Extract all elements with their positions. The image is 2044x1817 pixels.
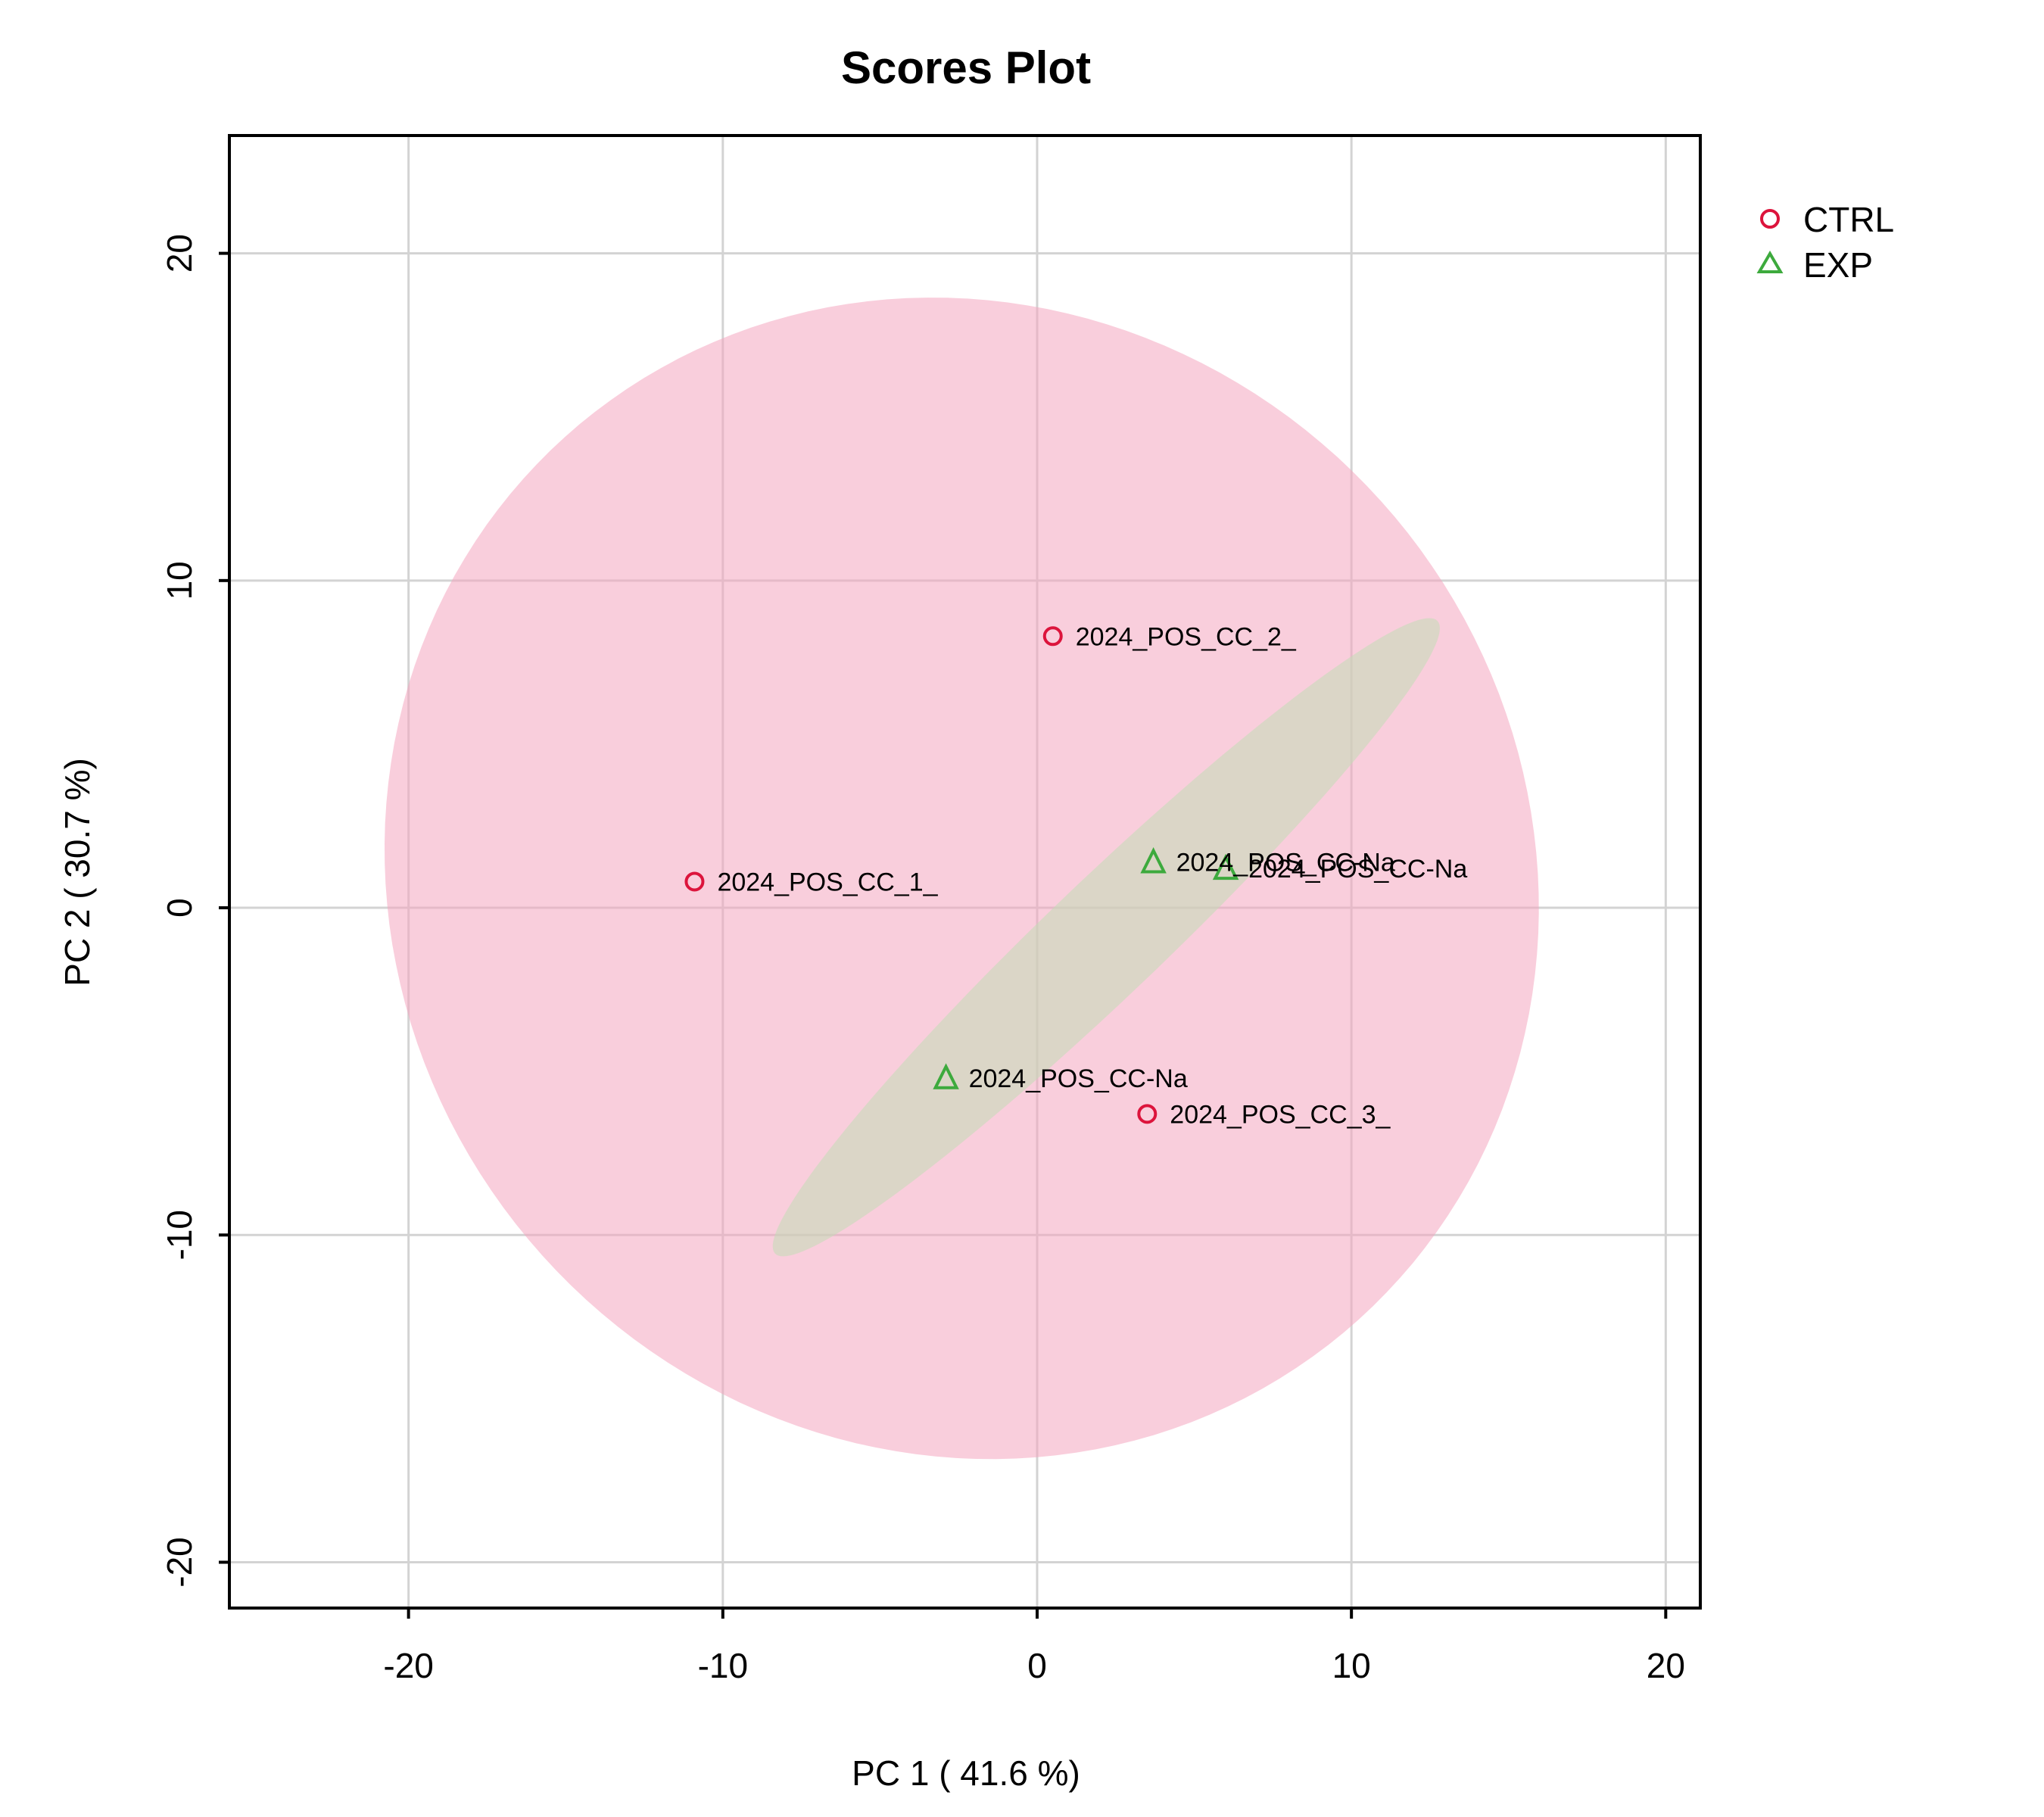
ctrl-ellipse <box>385 298 1539 1460</box>
x-tick-label: -10 <box>698 1646 748 1685</box>
legend-ctrl-circle-icon <box>1760 209 1780 229</box>
x-axis-label: PC 1 ( 41.6 %) <box>852 1753 1080 1793</box>
confidence-ellipses <box>385 298 1539 1460</box>
x-tick-label: 0 <box>1027 1646 1047 1685</box>
x-tick-label: -20 <box>383 1646 433 1685</box>
point-label: 2024_POS_CC-Na <box>1248 855 1467 884</box>
ctrl-point <box>1137 1104 1158 1124</box>
point-label: 2024_POS_CC_3_ <box>1170 1100 1391 1129</box>
axis-ticks: -20 -10 0 10 20 -20 -10 0 10 20 <box>160 234 1685 1685</box>
legend-exp-triangle-icon <box>1756 251 1784 273</box>
y-tick-label: -10 <box>160 1210 199 1260</box>
point-label: 2024_POS_CC-Na <box>1176 849 1395 877</box>
y-tick-label: 0 <box>160 898 199 918</box>
plot-frame <box>228 134 1702 1610</box>
exp-point <box>1140 847 1167 874</box>
x-tick-label: 10 <box>1332 1646 1371 1685</box>
legend: CTRL EXP <box>1756 200 1894 285</box>
exp-ellipse <box>772 618 1440 1257</box>
data-points <box>684 626 1239 1124</box>
point-label: 2024_POS_CC-Na <box>969 1064 1188 1093</box>
exp-point <box>1212 853 1239 880</box>
ctrl-point <box>1042 626 1063 647</box>
ctrl-point <box>684 871 705 892</box>
y-tick-label: -20 <box>160 1537 199 1587</box>
point-label: 2024_POS_CC_2_ <box>1076 622 1297 651</box>
exp-point <box>933 1063 959 1089</box>
legend-exp-label: EXP <box>1803 245 1873 285</box>
y-tick-label: 20 <box>160 234 199 273</box>
y-tick-label: 10 <box>160 561 199 600</box>
y-axis-label: PC 2 ( 30.7 %) <box>58 758 97 986</box>
point-labels: 2024_POS_CC_2_ 2024_POS_CC_1_ 2024_POS_CC_… <box>717 622 1467 1129</box>
x-tick-label: 20 <box>1647 1646 1685 1685</box>
point-label: 2024_POS_CC_1_ <box>717 868 938 896</box>
chart-title: Scores Plot <box>841 42 1091 93</box>
legend-ctrl-label: CTRL <box>1803 200 1894 239</box>
